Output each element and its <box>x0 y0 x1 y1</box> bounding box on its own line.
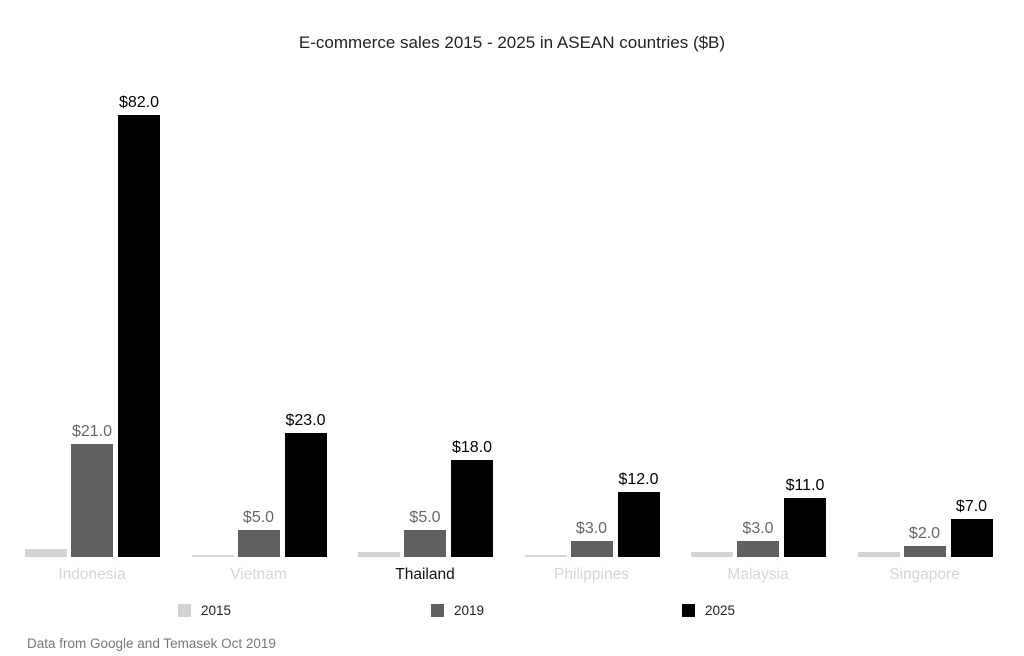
value-label: $2.0 <box>908 525 941 542</box>
bar-malaysia-2015 <box>691 552 733 557</box>
x-tick-vietnam: Vietnam <box>230 566 287 583</box>
value-label: $18.0 <box>451 439 493 456</box>
bar-singapore-2015 <box>857 552 900 557</box>
bar-thailand-2019 <box>404 530 446 557</box>
bar-philippines-2019 <box>570 541 613 557</box>
bar-vietnam-2019 <box>237 530 280 557</box>
bar-indonesia-2025 <box>118 115 160 557</box>
x-tick-thailand: Thailand <box>395 566 455 583</box>
bar-philippines-2015 <box>524 555 567 557</box>
legend-swatch-icon <box>682 604 695 617</box>
value-label: $23.0 <box>285 412 326 429</box>
value-label: $82.0 <box>118 94 160 111</box>
bar-malaysia-2025 <box>784 498 826 557</box>
bar-thailand-2015 <box>358 552 400 557</box>
legend-swatch-icon <box>431 604 444 617</box>
legend-label: 2025 <box>705 603 736 618</box>
value-label: $7.0 <box>955 498 988 515</box>
bar-indonesia-2015 <box>25 549 67 557</box>
legend-item-2015: 2015 <box>178 603 231 618</box>
x-tick-indonesia: Indonesia <box>58 566 126 583</box>
plot-area: $21.0 $82.0 $5.0 $23.0 $5.0 $18.0 $3.0 $12.0 $3.… <box>25 94 993 557</box>
legend-item-2025: 2025 <box>682 603 735 618</box>
value-label: $12.0 <box>618 471 659 488</box>
bar-singapore-2019 <box>903 546 946 557</box>
value-label: $21.0 <box>71 423 113 440</box>
legend-label: 2015 <box>201 603 232 618</box>
x-tick-philippines: Philippines <box>554 566 629 583</box>
value-label: $5.0 <box>409 509 441 526</box>
bar-singapore-2025 <box>950 519 993 557</box>
legend-item-2019: 2019 <box>431 603 484 618</box>
bar-thailand-2025 <box>451 460 493 557</box>
bar-malaysia-2019 <box>737 541 779 557</box>
x-tick-malaysia: Malaysia <box>727 566 789 583</box>
source-note: Data from Google and Temasek Oct 2019 <box>27 636 276 651</box>
value-label: $3.0 <box>742 520 774 537</box>
bar-vietnam-2015 <box>191 555 234 557</box>
chart-title: E-commerce sales 2015 - 2025 in ASEAN co… <box>298 33 726 52</box>
bar-vietnam-2025 <box>284 433 327 557</box>
value-label: $11.0 <box>785 477 825 494</box>
value-label: $3.0 <box>575 520 608 537</box>
bar-philippines-2025 <box>617 492 660 557</box>
legend-label: 2019 <box>454 603 485 618</box>
value-label: $5.0 <box>242 509 275 526</box>
legend-swatch-icon <box>178 604 191 617</box>
bar-indonesia-2019 <box>71 444 113 557</box>
x-tick-singapore: Singapore <box>889 566 960 583</box>
